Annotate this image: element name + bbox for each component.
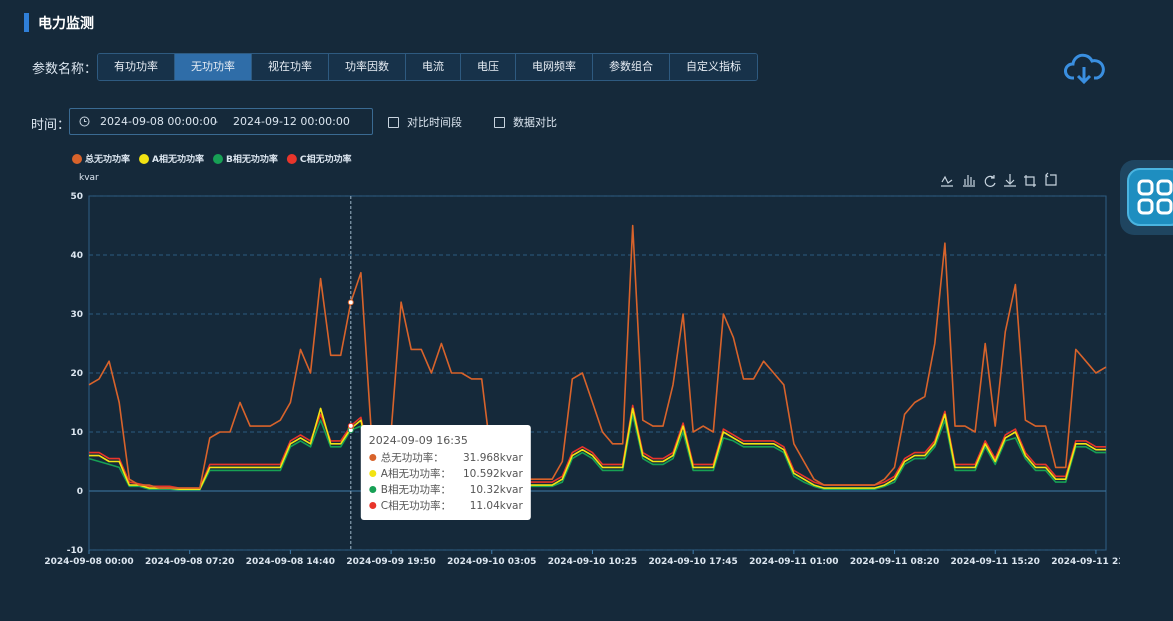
param-tab[interactable]: 电流 xyxy=(406,54,461,80)
y-tick-label: 40 xyxy=(70,251,83,261)
y-tick-label: 30 xyxy=(70,310,83,320)
tooltip-label: B相无功功率： xyxy=(381,483,451,496)
x-tick-label: 2024-09-10 03:05 xyxy=(447,557,536,567)
save-tool[interactable] xyxy=(1004,174,1016,187)
y-tick-label: -10 xyxy=(67,546,83,556)
x-tick-label: 2024-09-10 10:25 xyxy=(548,557,637,567)
start-date: 2024-09-08 00:00:00 xyxy=(100,115,217,128)
arrow-icon xyxy=(1076,67,1092,85)
legend-item[interactable]: 总无功功率 xyxy=(72,153,130,165)
tooltip-label: C相无功功率： xyxy=(381,499,451,512)
x-tick-label: 2024-09-08 07:20 xyxy=(145,557,234,567)
checkbox xyxy=(494,116,505,128)
x-tick-label: 2024-09-10 17:45 xyxy=(648,557,737,567)
param-tab[interactable]: 无功功率 xyxy=(175,54,252,80)
legend-swatch xyxy=(212,154,223,164)
side-menu-button[interactable] xyxy=(1120,160,1173,235)
line-tool[interactable] xyxy=(941,175,953,187)
download-button[interactable] xyxy=(1064,52,1106,86)
tooltip-label: 总无功功率： xyxy=(381,451,444,464)
tooltip-value: 10.32kvar xyxy=(470,484,524,496)
param-tab[interactable]: 有功功率 xyxy=(98,54,175,80)
page-title: 电力监测 xyxy=(38,16,94,32)
legend-swatch xyxy=(72,154,82,164)
compare-period[interactable]: 对比时间段 xyxy=(388,114,462,130)
time-label: 时间： xyxy=(31,118,71,133)
x-tick-label: 2024-09-11 15:20 xyxy=(951,557,1040,567)
tooltip-value: 11.04kvar xyxy=(470,500,524,512)
date-range[interactable]: 2024-09-08 00:00:00 - 2024-09-12 00:00:0… xyxy=(69,108,373,135)
param-tabs: 有功功率 无功功率 视在功率 功率因数 电流 电压 电网频率 参数组合 自定义指标 xyxy=(97,53,758,81)
param-tab[interactable]: 电网频率 xyxy=(516,54,593,80)
tooltip-title: 2024-09-09 16:35 xyxy=(369,434,468,447)
legend-item[interactable]: B相无功功率 xyxy=(212,153,278,165)
x-tick-label: 2024-09-09 19:50 xyxy=(346,557,435,567)
y-tick-label: 0 xyxy=(77,487,83,497)
restore-tool[interactable] xyxy=(984,175,996,187)
option-label: 数据对比 xyxy=(513,116,557,129)
zoom-reset-tool[interactable] xyxy=(1045,172,1057,186)
param-tab[interactable]: 参数组合 xyxy=(593,54,670,80)
legend-item[interactable]: C相无功功率 xyxy=(286,153,352,165)
y-tick-label: 20 xyxy=(70,369,83,379)
x-tick-label: 2024-09-11 23:10 xyxy=(1051,557,1120,567)
compare-data[interactable]: 数据对比 xyxy=(494,114,557,130)
series-line xyxy=(89,404,1106,489)
bar-tool[interactable] xyxy=(963,175,975,187)
grid-icon xyxy=(1127,168,1173,226)
legend-label: B相无功功率 xyxy=(226,153,278,165)
tooltip-swatch xyxy=(369,502,377,509)
tooltip-swatch xyxy=(369,486,377,493)
x-tick-label: 2024-09-08 00:00 xyxy=(44,557,133,567)
param-tab[interactable]: 电压 xyxy=(461,54,516,80)
tooltip-box xyxy=(360,425,531,520)
param-label: 参数名称： xyxy=(32,62,98,77)
series-line xyxy=(89,407,1106,490)
tooltip-swatch xyxy=(369,454,377,461)
legend-label: C相无功功率 xyxy=(300,153,352,165)
x-tick-label: 2024-09-11 08:20 xyxy=(850,557,939,567)
chart: kvar -10 0 10 20 30 40 50 2024-09-08 00:00 2024-… xyxy=(44,153,1120,567)
pointer-dot xyxy=(347,299,354,306)
x-tick-label: 2024-09-11 01:00 xyxy=(749,557,838,567)
range-separator: - xyxy=(214,115,218,128)
end-date: 2024-09-12 00:00:00 xyxy=(233,115,350,128)
param-tab[interactable]: 功率因数 xyxy=(329,54,406,80)
series-line xyxy=(88,413,1106,491)
y-tick-label: 10 xyxy=(70,428,83,438)
series-line xyxy=(88,224,1107,489)
param-tab[interactable]: 视在功率 xyxy=(252,54,329,80)
tooltip-value: 10.592kvar xyxy=(463,468,523,480)
cloud-icon xyxy=(1064,53,1105,80)
param-tab[interactable]: 自定义指标 xyxy=(670,54,757,80)
legend-label: 总无功功率 xyxy=(85,153,130,165)
y-axis-unit: kvar xyxy=(79,173,99,183)
legend-swatch xyxy=(286,154,297,164)
clock-icon xyxy=(79,116,90,127)
legend-label: A相无功功率 xyxy=(152,153,204,165)
legend-swatch xyxy=(139,154,150,164)
tooltip-swatch xyxy=(369,470,377,477)
x-tick-label: 2024-09-08 14:40 xyxy=(246,557,335,567)
tooltip-label: A相无功功率： xyxy=(381,467,451,480)
zoom-tool[interactable] xyxy=(1024,175,1036,187)
toolbox xyxy=(941,172,1057,187)
y-tick-label: 50 xyxy=(70,192,83,202)
tooltip-value: 31.968kvar xyxy=(463,452,523,464)
pointer-dot xyxy=(347,422,354,429)
legend-item[interactable]: A相无功功率 xyxy=(139,153,204,165)
title-marker xyxy=(24,13,29,32)
option-label: 对比时间段 xyxy=(407,116,462,129)
checkbox xyxy=(388,116,399,128)
